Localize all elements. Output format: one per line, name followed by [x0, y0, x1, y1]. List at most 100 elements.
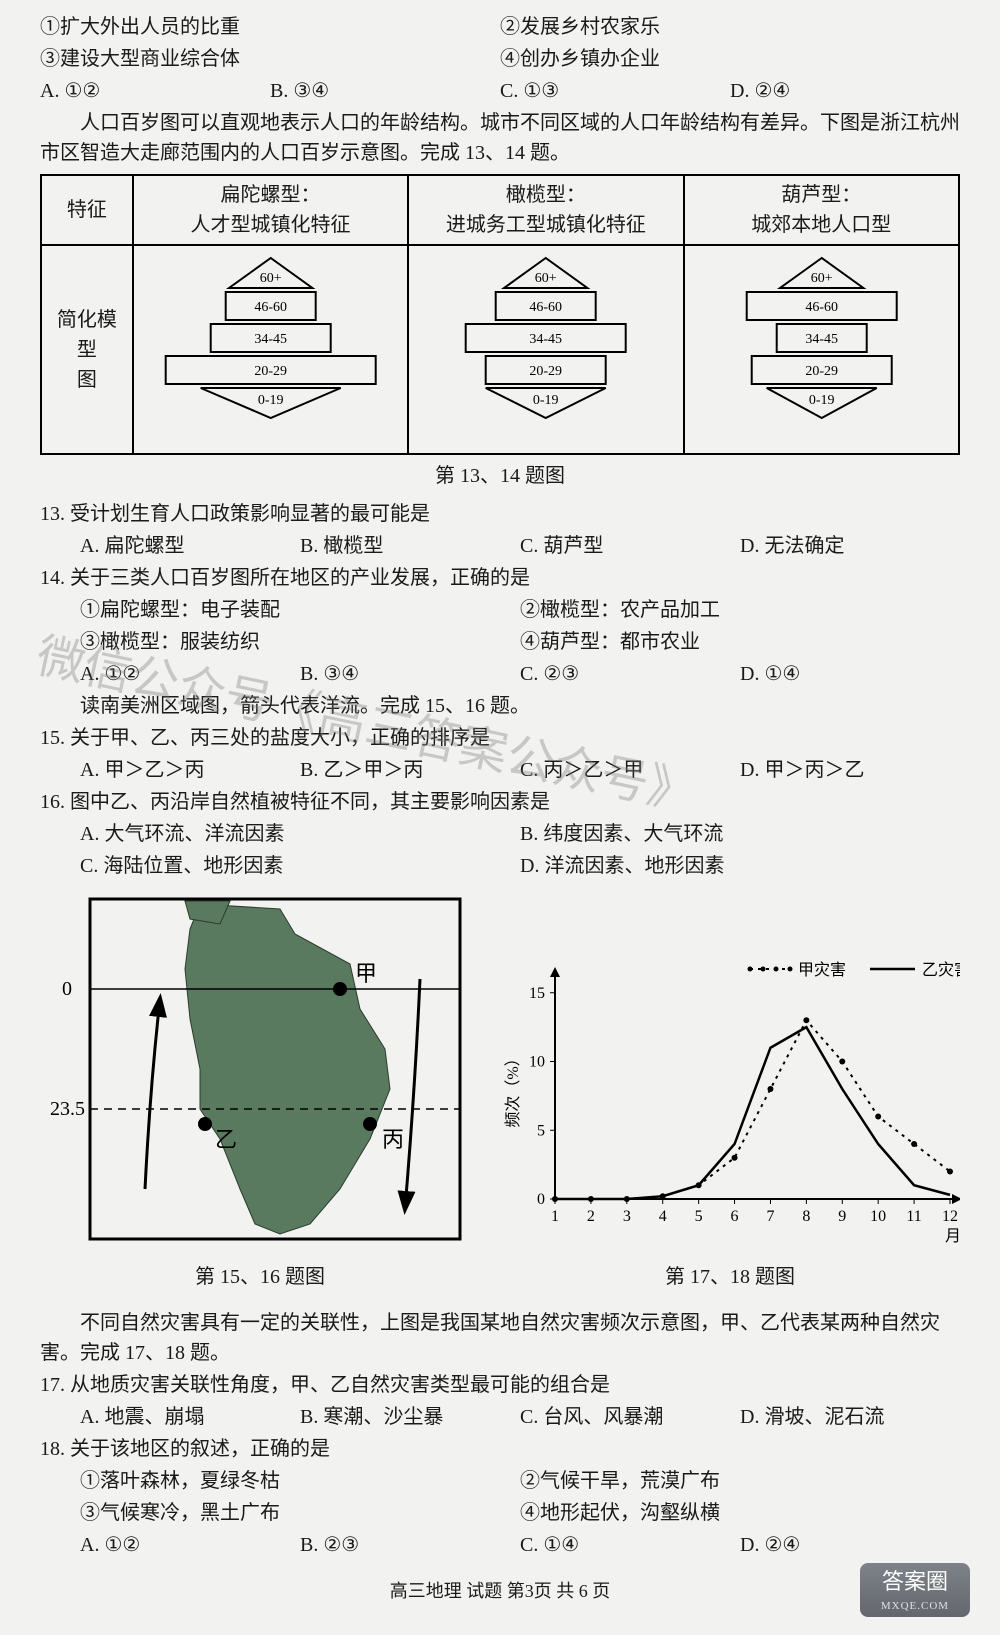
svg-text:34-45: 34-45: [254, 332, 287, 347]
stmt: ①扩大外出人员的比重: [40, 12, 500, 42]
svg-text:5: 5: [537, 1122, 545, 1139]
caption-17-18: 第 17、18 题图: [500, 1262, 960, 1292]
svg-text:甲: 甲: [355, 961, 377, 986]
opt-a: A. ①②: [80, 659, 300, 689]
svg-text:甲灾害: 甲灾害: [798, 961, 846, 979]
logo-title: 答案圈: [882, 1569, 948, 1594]
row-label: 图: [48, 365, 126, 395]
svg-text:8: 8: [802, 1208, 810, 1225]
intro-15-16: 读南美洲区域图，箭头代表洋流。完成 15、16 题。: [40, 691, 960, 721]
south-america-map: 023.5甲乙丙: [50, 889, 470, 1249]
intro-13-14: 人口百岁图可以直观地表示人口的年龄结构。城市不同区域的人口年龄结构有差异。下图是…: [40, 108, 960, 168]
opt-b: B. 乙＞甲＞丙: [300, 755, 520, 785]
svg-text:20-29: 20-29: [530, 364, 563, 379]
q12-statements-row2: ③建设大型商业综合体 ④创办乡镇办企业: [40, 44, 960, 74]
opt-b: B. 橄榄型: [300, 531, 520, 561]
svg-text:10: 10: [529, 1054, 545, 1071]
svg-text:60+: 60+: [260, 271, 282, 286]
hdr: 人才型城镇化特征: [140, 210, 401, 240]
opt-b: B. ②③: [300, 1530, 520, 1560]
pyramid-b: 60+ 46-60 34-45 20-29 0-19: [415, 250, 676, 440]
stmt: ④创办乡镇办企业: [500, 44, 960, 74]
q17-options: A. 地震、崩塌 B. 寒潮、沙尘暴 C. 台风、风暴潮 D. 滑坡、泥石流: [40, 1402, 960, 1432]
opt-b: B. 寒潮、沙尘暴: [300, 1402, 520, 1432]
opt-a: A. 甲＞乙＞丙: [80, 755, 300, 785]
q14-stem: 14. 关于三类人口百岁图所在地区的产业发展，正确的是: [40, 563, 960, 593]
svg-text:0: 0: [537, 1191, 545, 1208]
opt-a: A. 地震、崩塌: [80, 1402, 300, 1432]
stmt: ④地形起伏，沟壑纵横: [520, 1498, 960, 1528]
stmt: ③橄榄型：服装纺织: [80, 627, 520, 657]
svg-text:11: 11: [906, 1208, 921, 1225]
q18-row2: ③气候寒冷，黑土广布 ④地形起伏，沟壑纵横: [40, 1498, 960, 1528]
logo-badge: 答案圈 MXQE.COM: [860, 1563, 970, 1617]
q15-options: A. 甲＞乙＞丙 B. 乙＞甲＞丙 C. 丙＞乙＞甲 D. 甲＞丙＞乙: [40, 755, 960, 785]
svg-text:34-45: 34-45: [530, 332, 563, 347]
svg-text:5: 5: [695, 1208, 703, 1225]
svg-text:1: 1: [551, 1208, 559, 1225]
stmt: ③建设大型商业综合体: [40, 44, 500, 74]
stmt: ①落叶森林，夏绿冬枯: [80, 1466, 520, 1496]
svg-text:15: 15: [529, 985, 545, 1002]
svg-text:60+: 60+: [535, 271, 557, 286]
caption-13-14: 第 13、14 题图: [40, 461, 960, 491]
pyramid-a: 60+46-6034-4520-290-19: [140, 250, 401, 440]
hdr: 进城务工型城镇化特征: [415, 210, 676, 240]
svg-text:4: 4: [659, 1208, 667, 1225]
row-label: 简化模型: [48, 305, 126, 365]
opt-b: B. 纬度因素、大气环流: [520, 819, 960, 849]
svg-text:60+: 60+: [810, 271, 832, 286]
stmt: ④葫芦型：都市农业: [520, 627, 960, 657]
q12-statements-row1: ①扩大外出人员的比重 ②发展乡村农家乐: [40, 12, 960, 42]
q18-options: A. ①② B. ②③ C. ①④ D. ②④: [40, 1530, 960, 1560]
opt-d: D. 滑坡、泥石流: [740, 1402, 960, 1432]
opt-b: B. ③④: [300, 659, 520, 689]
opt-a: A. ①②: [80, 1530, 300, 1560]
q16-stem: 16. 图中乙、丙沿岸自然植被特征不同，其主要影响因素是: [40, 787, 960, 817]
svg-text:乙: 乙: [215, 1127, 237, 1152]
hdr: 扁陀螺型：: [140, 180, 401, 210]
opt-d: D. ②④: [730, 76, 960, 106]
svg-text:46-60: 46-60: [254, 300, 287, 315]
q12-options: A. ①② B. ③④ C. ①③ D. ②④: [40, 76, 960, 106]
q13-stem: 13. 受计划生育人口政策影响显著的最可能是: [40, 499, 960, 529]
hdr: 橄榄型：: [415, 180, 676, 210]
q14-row2: ③橄榄型：服装纺织 ④葫芦型：都市农业: [40, 627, 960, 657]
stmt: ②气候干旱，荒漠广布: [520, 1466, 960, 1496]
q16-row1: A. 大气环流、洋流因素 B. 纬度因素、大气环流: [40, 819, 960, 849]
stmt: ②橄榄型：农产品加工: [520, 595, 960, 625]
svg-text:7: 7: [766, 1208, 774, 1225]
hdr: 城郊本地人口型: [691, 210, 952, 240]
q16-row2: C. 海陆位置、地形因素 D. 洋流因素、地形因素: [40, 851, 960, 881]
q14-row1: ①扁陀螺型：电子装配 ②橄榄型：农产品加工: [40, 595, 960, 625]
svg-text:23.5: 23.5: [50, 1098, 85, 1120]
svg-text:0-19: 0-19: [533, 393, 559, 408]
svg-text:月份: 月份: [945, 1227, 960, 1245]
svg-text:2: 2: [587, 1208, 595, 1225]
opt-c: C. 台风、风暴潮: [520, 1402, 740, 1432]
svg-text:46-60: 46-60: [530, 300, 563, 315]
opt-d: D. 无法确定: [740, 531, 960, 561]
svg-text:20-29: 20-29: [805, 364, 838, 379]
svg-text:10: 10: [870, 1208, 886, 1225]
opt-a: A. 扁陀螺型: [80, 531, 300, 561]
opt-a: A. 大气环流、洋流因素: [80, 819, 520, 849]
svg-text:0-19: 0-19: [808, 393, 834, 408]
svg-text:20-29: 20-29: [254, 364, 287, 379]
opt-b: B. ③④: [270, 76, 500, 106]
q18-stem: 18. 关于该地区的叙述，正确的是: [40, 1434, 960, 1464]
opt-d: D. ②④: [740, 1530, 960, 1560]
opt-c: C. 丙＞乙＞甲: [520, 755, 740, 785]
q14-options: A. ①② B. ③④ C. ②③ D. ①④: [40, 659, 960, 689]
caption-15-16: 第 15、16 题图: [40, 1262, 480, 1292]
opt-d: D. 洋流因素、地形因素: [520, 851, 960, 881]
opt-a: A. ①②: [40, 76, 270, 106]
svg-text:12: 12: [942, 1208, 958, 1225]
hdr: 葫芦型：: [691, 180, 952, 210]
opt-c: C. ①③: [500, 76, 730, 106]
logo-sub: MXQE.COM: [860, 1598, 970, 1615]
pyramid-table: 特征 扁陀螺型： 人才型城镇化特征 橄榄型： 进城务工型城镇化特征 葫芦型： 城…: [40, 174, 960, 455]
q15-stem: 15. 关于甲、乙、丙三处的盐度大小，正确的排序是: [40, 723, 960, 753]
svg-text:丙: 丙: [382, 1127, 404, 1152]
svg-text:6: 6: [731, 1208, 739, 1225]
